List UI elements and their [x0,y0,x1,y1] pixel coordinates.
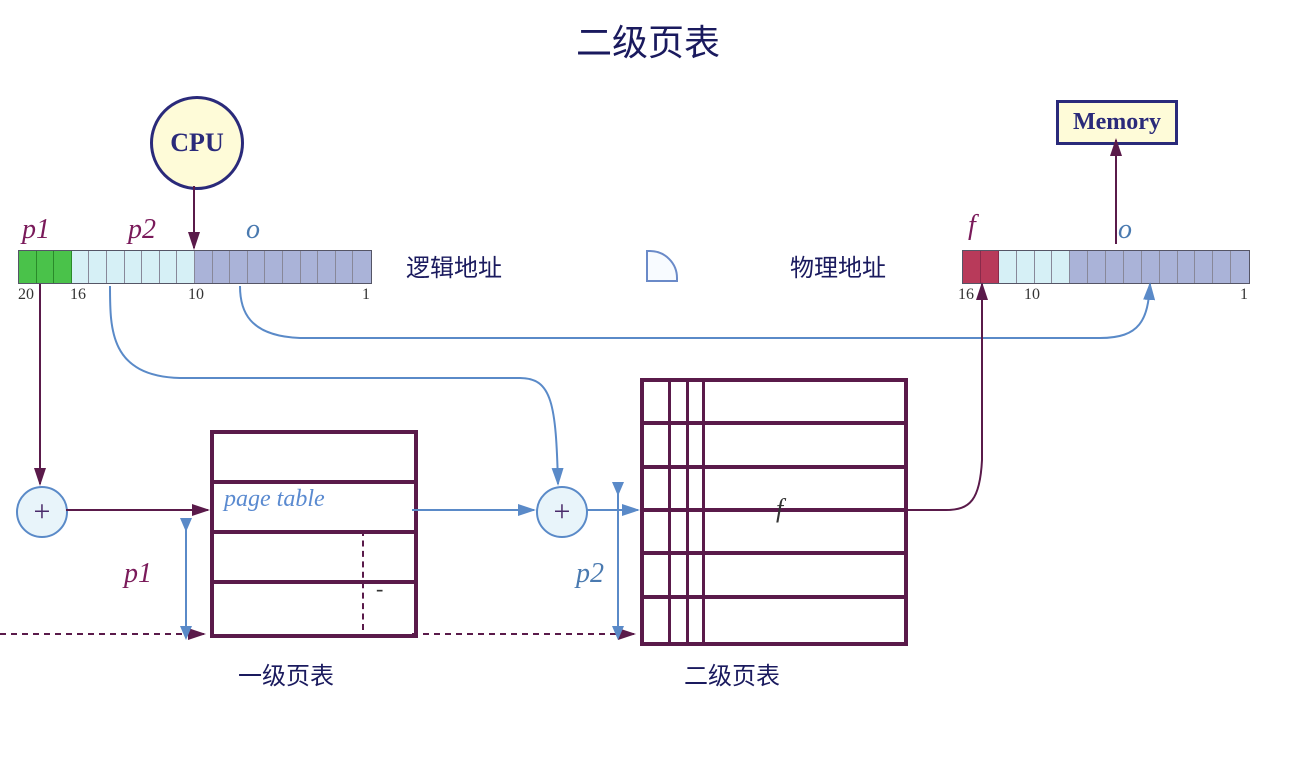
addr-cell [37,251,55,283]
addr-cell [160,251,178,283]
addr-cell [1124,251,1142,283]
addr-cell [1178,251,1196,283]
addr-cell [125,251,143,283]
addr-cell [89,251,107,283]
addr-cell [1035,251,1053,283]
addr-cell [177,251,195,283]
table-row [644,425,904,468]
addr-cell [265,251,283,283]
addr-cell [1070,251,1088,283]
addr-cell [230,251,248,283]
label-o-physical: o [1118,214,1132,246]
addr-cell [1213,251,1231,283]
table-row [214,584,414,634]
table-row [644,599,904,642]
tick-1: 1 [362,286,370,304]
addr-cell [981,251,999,283]
addr-cell [142,251,160,283]
table-row [644,512,904,555]
ptick-1: 1 [1240,286,1248,304]
level2-page-table [640,378,908,646]
addr-cell [283,251,301,283]
table-row [644,555,904,598]
table1-dashed-divider [362,530,364,630]
ptick-10: 10 [1024,286,1040,304]
bracket-p2: p2 [576,558,604,590]
table-row [644,469,904,512]
level1-page-table [210,430,418,638]
addr-cell [301,251,319,283]
adder-1: + [16,486,68,538]
table-row [214,434,414,484]
addr-cell [1052,251,1070,283]
memory-label: Memory [1073,109,1161,135]
addr-cell [1106,251,1124,283]
f-in-table: f [776,494,783,524]
addr-cell [1160,251,1178,283]
addr-cell [72,251,90,283]
table-row [644,382,904,425]
tick-16: 16 [70,286,86,304]
addr-cell [353,251,371,283]
physical-address-label: 物理地址 [790,248,886,283]
addr-cell [1088,251,1106,283]
label-p1: p1 [22,214,50,246]
adder-2: + [536,486,588,538]
addr-cell [999,251,1017,283]
addr-cell [107,251,125,283]
ptick-16: 16 [958,286,974,304]
bracket-p1: p1 [124,558,152,590]
table1-caption: 一级页表 [238,656,334,691]
addr-cell [54,251,72,283]
addr-cell [1195,251,1213,283]
addr-cell [195,251,213,283]
addr-cell [213,251,231,283]
tick-20: 20 [18,286,34,304]
physical-address-bar [962,250,1250,284]
cpu-node: CPU [150,96,244,190]
addr-cell [248,251,266,283]
logical-address-bar [18,250,372,284]
minus-cell: - [376,576,383,602]
label-p2: p2 [128,214,156,246]
logical-address-label: 逻辑地址 [406,248,502,283]
label-o-logical: o [246,214,260,246]
memory-node: Memory [1056,100,1178,145]
label-f: f [968,210,976,242]
addr-cell [318,251,336,283]
page-table-text: page table [224,486,325,513]
cpu-label: CPU [170,128,223,158]
addr-cell [1017,251,1035,283]
tick-10: 10 [188,286,204,304]
addr-cell [336,251,354,283]
table-row [214,534,414,584]
addr-cell [19,251,37,283]
addr-cell [1231,251,1249,283]
addr-cell [963,251,981,283]
decorative-shape [646,250,678,282]
page-title: 二级页表 [0,14,1296,66]
addr-cell [1142,251,1160,283]
table2-caption: 二级页表 [684,656,780,691]
